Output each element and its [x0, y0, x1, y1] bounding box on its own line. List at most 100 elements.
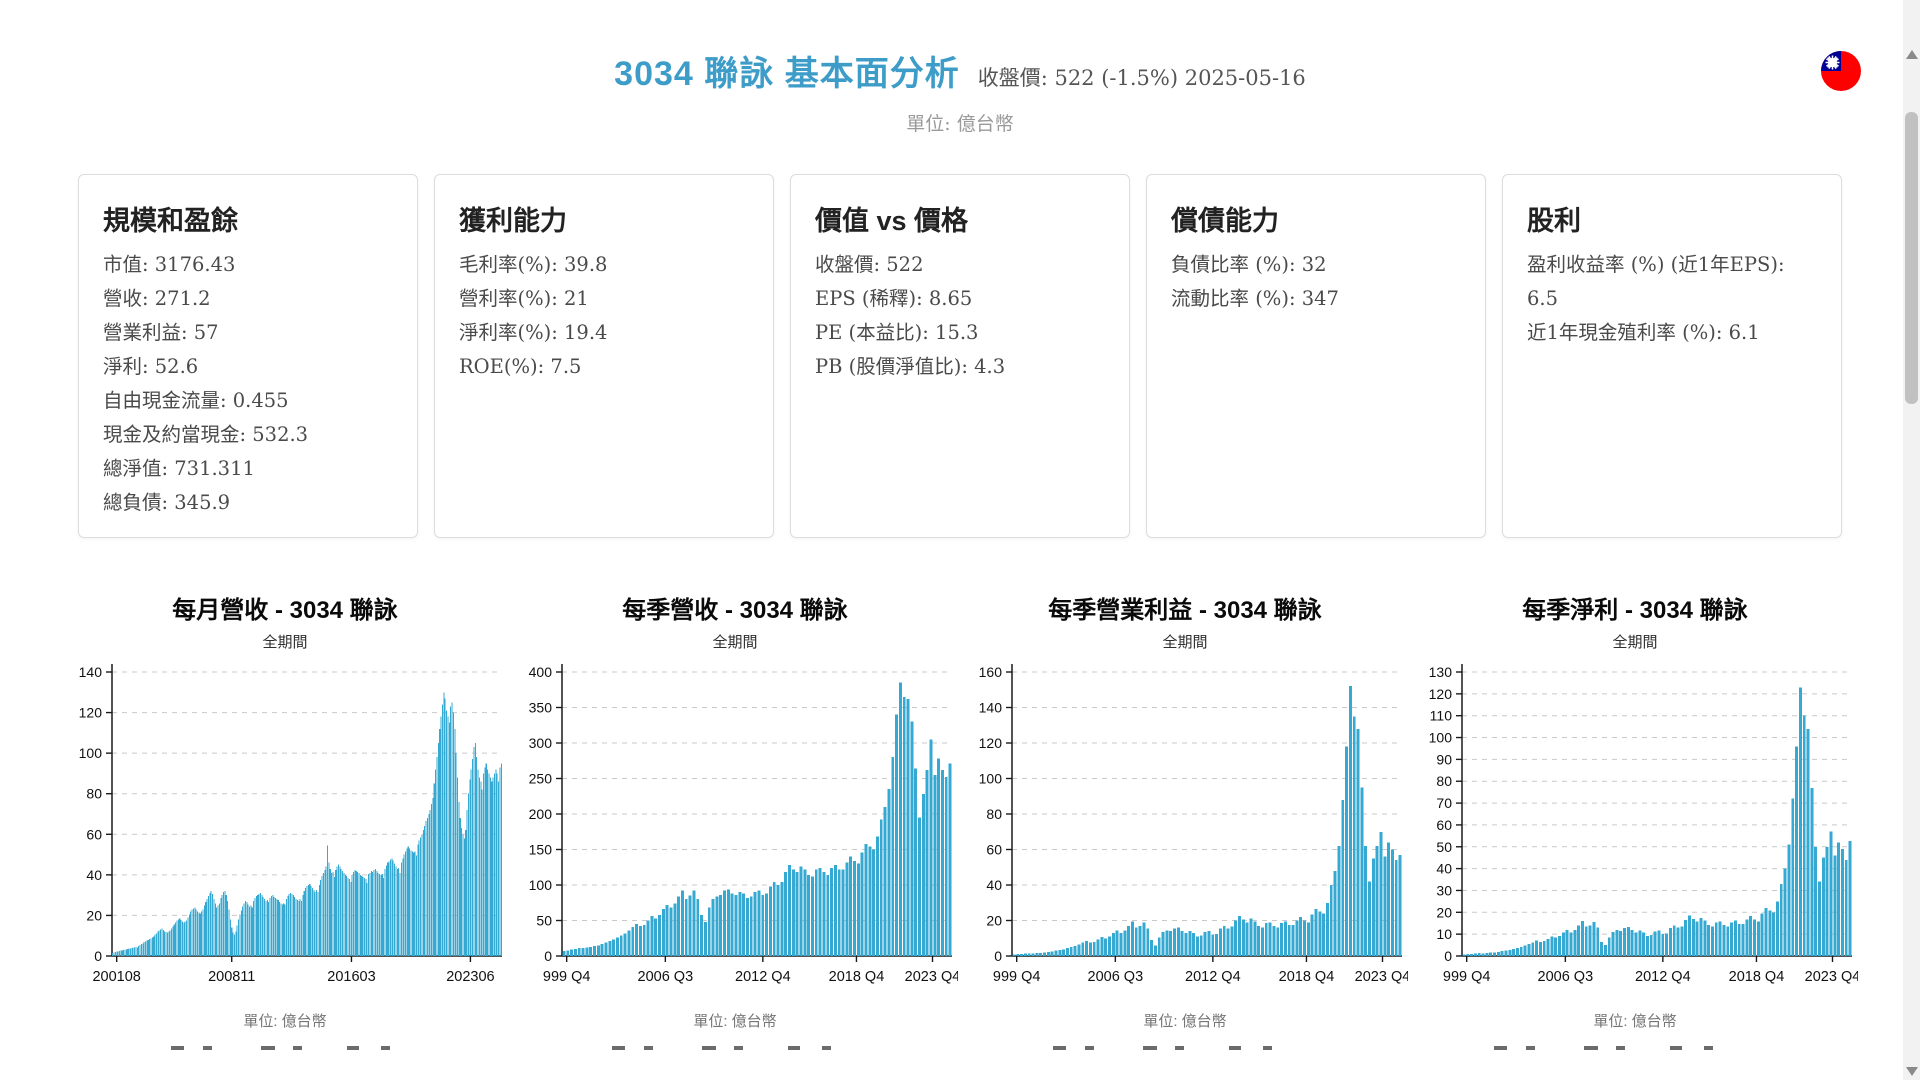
card-title: 股利	[1527, 206, 1581, 236]
svg-text:250: 250	[529, 771, 553, 787]
svg-text:2018 Q4: 2018 Q4	[1729, 969, 1785, 985]
chart-block-2: 每季營收 - 3034 聯詠 全期間 0 50 100 150 200 250 300 350 40…	[510, 590, 960, 1031]
card-metric: 營業利益: 57	[103, 321, 219, 344]
svg-text:30: 30	[1436, 882, 1452, 898]
chart-title: 每季營收 - 3034 聯詠	[622, 597, 848, 624]
svg-text:350: 350	[529, 700, 553, 716]
vertical-scrollbar[interactable]	[1903, 0, 1920, 1080]
bar-chart-svg: 0 20 40 60 80 100 120 140 160 999 Q4 2006 Q3 2012 Q…	[979, 664, 1408, 985]
bar-chart-svg: 0 50 100 150 200 250 300 350 400 999 Q4 2006 Q3 201…	[529, 664, 958, 985]
scrollbar-up-arrow-icon[interactable]	[1906, 50, 1918, 59]
chart-title: 每季淨利 - 3034 聯詠	[1522, 597, 1748, 624]
svg-text:2012 Q4: 2012 Q4	[1635, 969, 1691, 985]
chart-subtitle: 全期間	[262, 634, 308, 651]
svg-text:999 Q4: 999 Q4	[993, 969, 1041, 985]
card-metric: PE (本益比): 15.3	[815, 321, 979, 344]
svg-text:0: 0	[994, 948, 1002, 964]
card-metric: ROE(%): 7.5	[459, 355, 582, 378]
svg-text:50: 50	[536, 913, 552, 929]
svg-text:2018 Q4: 2018 Q4	[829, 969, 885, 985]
svg-text:2012 Q4: 2012 Q4	[735, 969, 791, 985]
card-title: 規模和盈餘	[103, 206, 238, 236]
chart-unit-note: 單位: 億台幣	[243, 1013, 327, 1030]
card-title: 價值 vs 價格	[815, 206, 969, 236]
bars-group	[1012, 686, 1402, 957]
svg-text:2006 Q3: 2006 Q3	[1538, 969, 1594, 985]
card-metric: PB (股價淨值比): 4.3	[815, 355, 1006, 378]
scrollbar-thumb[interactable]	[1905, 112, 1918, 404]
svg-text:0: 0	[1444, 948, 1452, 964]
svg-text:0: 0	[94, 948, 102, 964]
svg-text:80: 80	[86, 786, 102, 802]
svg-text:201603: 201603	[327, 969, 375, 985]
card-metric: 負債比率 (%): 32	[1171, 253, 1327, 276]
svg-text:50: 50	[1436, 839, 1452, 855]
info-card: 獲利能力 毛利率(%): 39.8 營利率(%): 21 淨利率(%): 19.4 RO…	[434, 174, 774, 538]
svg-text:999 Q4: 999 Q4	[1443, 969, 1491, 985]
chart-title: 每月營收 - 3034 聯詠	[172, 597, 398, 624]
svg-text:300: 300	[529, 735, 553, 751]
svg-text:2023 Q4: 2023 Q4	[1355, 969, 1408, 985]
svg-text:400: 400	[529, 664, 553, 680]
bars-group	[1462, 687, 1852, 956]
card-metric: 現金及約當現金: 532.3	[103, 423, 309, 446]
svg-text:20: 20	[986, 913, 1002, 929]
bar-chart-svg: 0 20 40 60 80 100 120 140 200108 200811 201603 2023…	[79, 664, 502, 985]
svg-text:120: 120	[979, 735, 1003, 751]
scrollbar-down-arrow-icon[interactable]	[1906, 1067, 1918, 1076]
chart-unit-note: 單位: 億台幣	[1593, 1013, 1677, 1030]
svg-text:202306: 202306	[446, 969, 494, 985]
card-title: 獲利能力	[459, 206, 567, 236]
svg-text:2012 Q4: 2012 Q4	[1185, 969, 1241, 985]
chart-subtitle: 全期間	[712, 634, 758, 651]
chart-block-4: 每季淨利 - 3034 聯詠 全期間 0 10 20 30 40 50 60 70 80 90 100 1…	[1410, 590, 1860, 1031]
svg-text:90: 90	[1436, 751, 1452, 767]
svg-text:200108: 200108	[92, 969, 140, 985]
chart-block-1: 每月營收 - 3034 聯詠 全期間 0 20 40 60 80 100 120 140 20010…	[60, 590, 510, 1031]
svg-text:20: 20	[1436, 904, 1452, 920]
bars-group	[112, 692, 502, 956]
card-metric: 淨利: 52.6	[103, 355, 199, 378]
card-metric: 總淨值: 731.311	[103, 457, 255, 480]
svg-text:60: 60	[986, 842, 1002, 858]
info-card: 償債能力 負債比率 (%): 32 流動比率 (%): 347	[1146, 174, 1486, 538]
svg-text:130: 130	[1429, 664, 1453, 680]
chart-subtitle: 全期間	[1162, 634, 1208, 651]
bar-chart-svg: 0 10 20 30 40 50 60 70 80 90 100 110 120 130 999 Q4 200…	[1429, 664, 1858, 985]
svg-text:40: 40	[86, 867, 102, 883]
card-metric: 總負債: 345.9	[103, 491, 231, 514]
svg-text:60: 60	[1436, 817, 1452, 833]
card-metric: 流動比率 (%): 347	[1171, 287, 1339, 310]
svg-text:100: 100	[1429, 730, 1453, 746]
svg-text:2006 Q3: 2006 Q3	[1088, 969, 1144, 985]
card-metric: 收盤價: 522	[815, 253, 924, 276]
svg-text:2018 Q4: 2018 Q4	[1279, 969, 1335, 985]
svg-text:120: 120	[79, 705, 103, 721]
svg-text:0: 0	[544, 948, 552, 964]
svg-text:60: 60	[86, 826, 102, 842]
svg-text:200: 200	[529, 806, 553, 822]
page-header: 3034 聯詠 基本面分析 收盤價: 522 (-1.5%) 2025-05-1…	[0, 0, 1920, 136]
chart-unit-note: 單位: 億台幣	[693, 1013, 777, 1030]
card-metric: 市值: 3176.43	[103, 253, 236, 276]
chart-subtitle: 全期間	[1612, 634, 1658, 651]
svg-text:100: 100	[529, 877, 553, 893]
svg-text:40: 40	[986, 877, 1002, 893]
bars-group	[562, 682, 952, 956]
chart-title: 每季營業利益 - 3034 聯詠	[1048, 597, 1322, 624]
info-card: 規模和盈餘 市值: 3176.43 營收: 271.2 營業利益: 57 淨利: 52.…	[78, 174, 418, 538]
charts-row: 每月營收 - 3034 聯詠 全期間 0 20 40 60 80 100 120 140 20010…	[0, 590, 1920, 1031]
svg-text:2023 Q4: 2023 Q4	[905, 969, 958, 985]
svg-text:120: 120	[1429, 686, 1453, 702]
page-title: 3034 聯詠 基本面分析	[614, 55, 960, 93]
card-metric: 毛利率(%): 39.8	[459, 253, 608, 276]
svg-text:80: 80	[1436, 773, 1452, 789]
info-card: 股利 盈利收益率 (%) (近1年EPS): 6.5 近1年現金殖利率 (%): 6…	[1502, 174, 1842, 538]
card-metric: 近1年現金殖利率 (%): 6.1	[1527, 321, 1760, 344]
svg-text:70: 70	[1436, 795, 1452, 811]
svg-text:200811: 200811	[208, 969, 255, 985]
svg-text:80: 80	[986, 806, 1002, 822]
svg-text:999 Q4: 999 Q4	[543, 969, 591, 985]
taiwan-flag-icon	[1821, 51, 1861, 91]
svg-text:2006 Q3: 2006 Q3	[638, 969, 694, 985]
